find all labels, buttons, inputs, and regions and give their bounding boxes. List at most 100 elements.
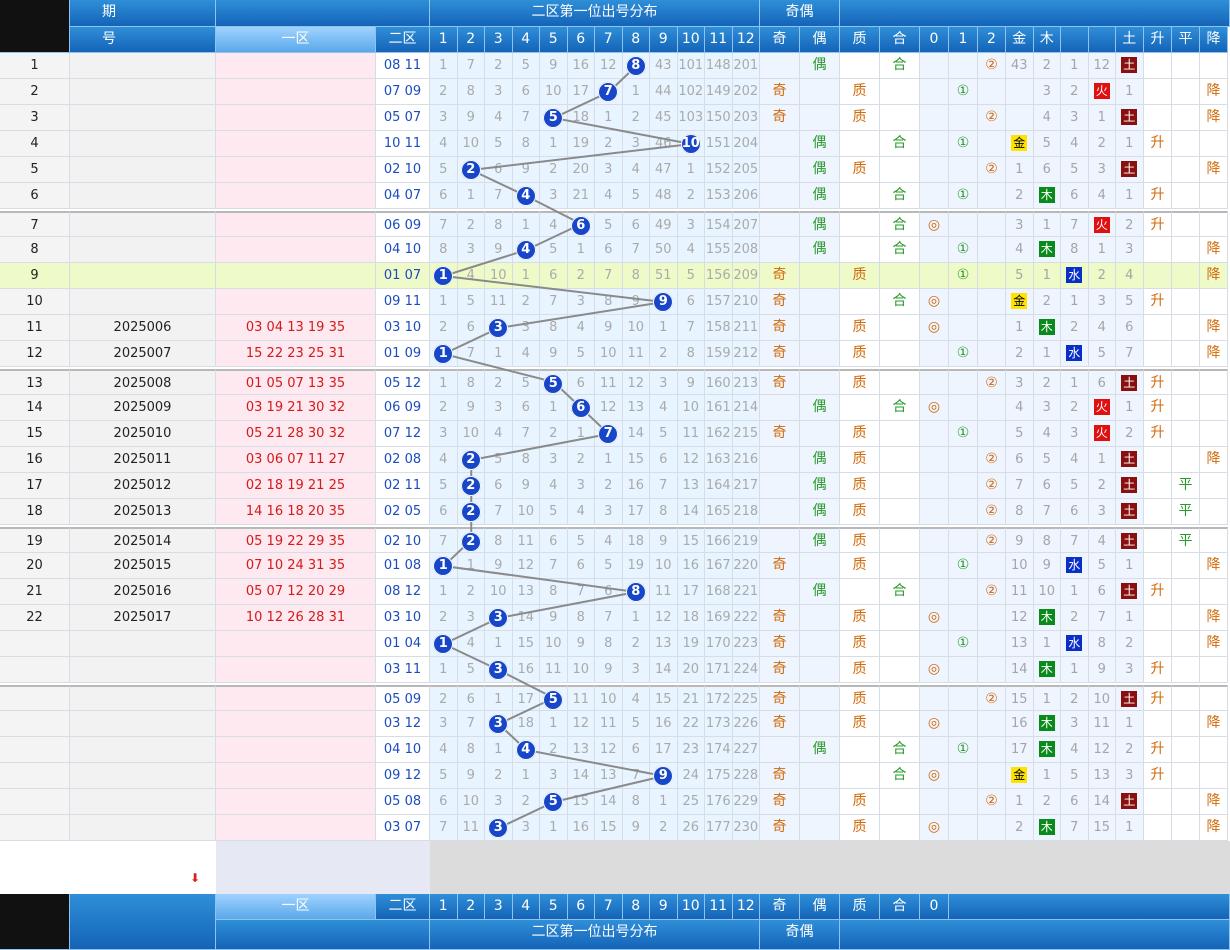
- dist-cell: 11: [595, 369, 623, 395]
- col-prime: 质: [840, 553, 880, 579]
- col-r1: [949, 315, 978, 341]
- col-prime: 质: [840, 711, 880, 737]
- dist-cell: 9: [457, 395, 485, 421]
- first-digit-ball: 8: [625, 56, 646, 76]
- dist-cell: 12: [595, 737, 623, 763]
- dist-cell: 8: [622, 263, 650, 289]
- first-digit-ball: 3: [488, 714, 509, 734]
- elem-cell: 水: [1061, 553, 1089, 579]
- dist-cell: 21: [567, 183, 595, 209]
- dist-cell: 7: [595, 605, 623, 631]
- elem-cell: 6: [1088, 579, 1116, 605]
- dist-cell: 6: [567, 369, 595, 395]
- dist-cell: 3: [622, 131, 650, 157]
- col-flat: [1172, 157, 1200, 183]
- dist-cell: 160: [705, 369, 733, 395]
- dist-cell: 1: [430, 289, 458, 315]
- dist-cell: 206: [732, 183, 760, 209]
- col-r0: [920, 131, 949, 157]
- element-mark: 木: [1038, 741, 1055, 757]
- dist-cell: 1: [457, 183, 485, 209]
- dist-cell: 8: [485, 211, 513, 237]
- dist-cell: 3: [567, 289, 595, 315]
- dist-cell: 6: [622, 211, 650, 237]
- dist-cell: 8: [622, 579, 650, 605]
- col-comp: [880, 711, 920, 737]
- col-comp-footer: 合: [880, 894, 920, 920]
- row-index: 10: [0, 289, 70, 315]
- col-r0: ◎: [920, 657, 949, 683]
- issue-number: 2025013: [70, 499, 216, 525]
- dist-cell: 1: [677, 157, 705, 183]
- col-comp: 合: [880, 289, 920, 315]
- element-mark: 火: [1093, 399, 1110, 415]
- elem-cell: 10: [1088, 685, 1116, 711]
- col-even: [800, 789, 840, 815]
- dist-cell: 161: [705, 395, 733, 421]
- col-down: [1200, 737, 1228, 763]
- elem-cell: 3: [1116, 763, 1144, 789]
- row-index: 12: [0, 341, 70, 367]
- dist-cell: 7: [595, 79, 623, 105]
- dist-cell: 2: [457, 157, 485, 183]
- col-r0: [920, 369, 949, 395]
- col-flat: [1172, 657, 1200, 683]
- dist-cell: 1: [512, 211, 540, 237]
- dist-cell: 6: [677, 289, 705, 315]
- dist-cell: 9: [457, 763, 485, 789]
- col-even: 偶: [800, 579, 840, 605]
- element-mark: 土: [1121, 793, 1138, 809]
- zone2-numbers: 08 12: [376, 579, 430, 605]
- col-up: 升: [1144, 579, 1172, 605]
- zone1-numbers: 10 12 26 28 31: [216, 605, 376, 631]
- elem-cell: 1: [1116, 553, 1144, 579]
- elem-cell: 7: [1061, 815, 1089, 841]
- elem-cell: 3: [1061, 105, 1089, 131]
- dist-cell: 5: [512, 369, 540, 395]
- elem-cell: 3: [1061, 711, 1089, 737]
- dist-cell: 172: [705, 685, 733, 711]
- first-digit-ball: 6: [570, 398, 591, 418]
- col-prime: [840, 131, 880, 157]
- element-mark: 土: [1121, 503, 1138, 519]
- dist-cell: 203: [732, 105, 760, 131]
- col-down: 降: [1200, 157, 1228, 183]
- col-up: [1144, 631, 1172, 657]
- col-r2: [978, 289, 1006, 315]
- elem-cell: 6: [1116, 315, 1144, 341]
- elem-col-2-header: [1061, 27, 1089, 53]
- row-index: 4: [0, 131, 70, 157]
- element-mark: 水: [1066, 345, 1083, 361]
- first-digit-ball: 9: [653, 766, 674, 786]
- dist-cell: 24: [677, 763, 705, 789]
- scroll-down-arrow-icon[interactable]: ⬇: [190, 871, 201, 885]
- col-r2: ②: [978, 105, 1006, 131]
- elem-cell: 13: [1006, 631, 1034, 657]
- first-digit-ball: 1: [433, 266, 454, 286]
- dist-cell: 2: [485, 763, 513, 789]
- col-r1: [949, 473, 978, 499]
- element-mark: 土: [1121, 57, 1138, 73]
- dist-cell: 12: [677, 447, 705, 473]
- dist-cell: 4: [485, 421, 513, 447]
- col-flat: [1172, 789, 1200, 815]
- col-prime: [840, 237, 880, 263]
- col-odd: 奇: [760, 105, 800, 131]
- col-r0: [920, 737, 949, 763]
- zone2-numbers: 04 10: [376, 237, 430, 263]
- dist-cell: 4: [512, 237, 540, 263]
- issue-number: [70, 237, 216, 263]
- dist-col-5: 5: [540, 27, 568, 53]
- dist-cell: 3: [650, 369, 678, 395]
- col-flat: [1172, 685, 1200, 711]
- dist-cell: 7: [430, 211, 458, 237]
- elem-cell: 4: [1006, 395, 1034, 421]
- col-up: [1144, 341, 1172, 367]
- dist-cell: 13: [650, 631, 678, 657]
- col-flat: 平: [1172, 473, 1200, 499]
- dist-cell: 4: [650, 395, 678, 421]
- elem-cell: 火: [1088, 395, 1116, 421]
- col-even: [800, 263, 840, 289]
- dist-cell: 157: [705, 289, 733, 315]
- dist-cell: 9: [540, 53, 568, 79]
